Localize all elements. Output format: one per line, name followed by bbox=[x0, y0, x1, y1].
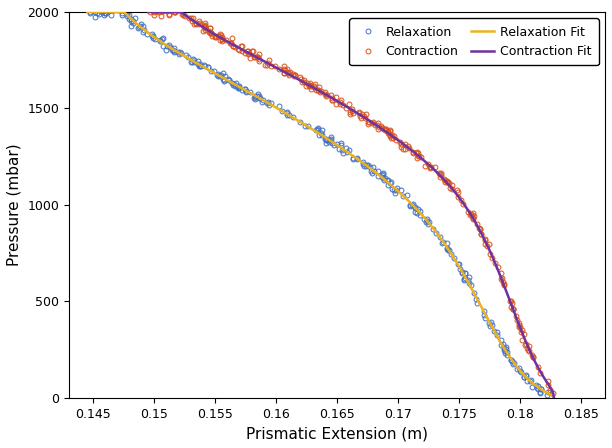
Contraction bbox=[509, 306, 516, 312]
Relaxation bbox=[229, 80, 236, 86]
Contraction bbox=[378, 125, 386, 131]
Contraction bbox=[149, 8, 157, 13]
Contraction Fit bbox=[144, 9, 152, 15]
Line: Contraction: Contraction bbox=[147, 7, 555, 395]
Contraction Fit bbox=[416, 154, 423, 159]
Y-axis label: Pressure (mbar): Pressure (mbar) bbox=[7, 143, 22, 266]
Contraction Fit bbox=[328, 95, 335, 101]
Relaxation bbox=[335, 147, 343, 152]
Contraction Fit bbox=[450, 188, 457, 193]
Line: Relaxation: Relaxation bbox=[88, 4, 550, 397]
Contraction bbox=[549, 390, 556, 396]
Relaxation Fit bbox=[295, 118, 302, 124]
Relaxation Fit bbox=[550, 395, 558, 401]
Relaxation Fit bbox=[84, 9, 91, 15]
Contraction bbox=[146, 9, 154, 15]
Line: Relaxation Fit: Relaxation Fit bbox=[88, 12, 554, 398]
Contraction bbox=[384, 129, 391, 135]
Legend: Relaxation, Contraction, Relaxation Fit, Contraction Fit: Relaxation, Contraction, Relaxation Fit,… bbox=[349, 18, 599, 65]
Contraction Fit bbox=[550, 395, 558, 401]
Contraction Fit bbox=[384, 130, 391, 135]
Relaxation bbox=[86, 9, 94, 14]
Relaxation bbox=[87, 4, 94, 10]
Line: Contraction Fit: Contraction Fit bbox=[148, 12, 554, 398]
Relaxation Fit bbox=[359, 160, 366, 165]
Contraction bbox=[378, 125, 386, 131]
Relaxation bbox=[543, 392, 551, 398]
Relaxation Fit bbox=[204, 66, 211, 72]
Contraction bbox=[481, 241, 488, 247]
Contraction Fit bbox=[217, 34, 224, 40]
Relaxation Fit bbox=[435, 233, 442, 238]
X-axis label: Prismatic Extension (m): Prismatic Extension (m) bbox=[246, 426, 428, 441]
Contraction bbox=[154, 7, 161, 12]
Contraction Fit bbox=[249, 52, 256, 58]
Relaxation bbox=[544, 389, 551, 394]
Relaxation bbox=[502, 346, 510, 352]
Relaxation bbox=[379, 171, 387, 176]
Relaxation bbox=[95, 11, 103, 17]
Relaxation bbox=[456, 266, 463, 271]
Relaxation Fit bbox=[166, 45, 174, 50]
Relaxation Fit bbox=[395, 189, 403, 194]
